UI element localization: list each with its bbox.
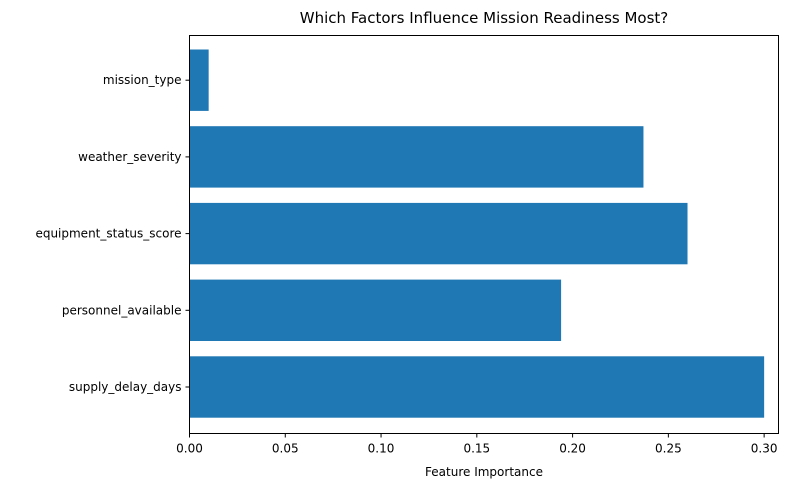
bars-group bbox=[189, 49, 765, 418]
bar-mission-type bbox=[189, 49, 209, 111]
x-tick-label: 0.30 bbox=[751, 442, 778, 456]
bar-supply-delay-days bbox=[189, 356, 765, 418]
y-ticks-group: supply_delay_days personnel_available equi… bbox=[35, 73, 190, 394]
bar-personnel-available bbox=[189, 279, 562, 341]
x-ticks-group: 0.00 0.05 0.10 0.15 0.20 0.25 0.30 bbox=[176, 433, 778, 456]
x-tick-label: 0.20 bbox=[559, 442, 586, 456]
x-tick-label: 0.00 bbox=[176, 442, 203, 456]
y-tick-label: mission_type bbox=[103, 73, 182, 87]
bar-equipment-status-score bbox=[189, 202, 688, 265]
x-tick-label: 0.25 bbox=[655, 442, 682, 456]
chart-title: Which Factors Influence Mission Readines… bbox=[300, 9, 669, 27]
x-tick-label: 0.10 bbox=[368, 442, 395, 456]
x-tick-label: 0.15 bbox=[463, 442, 490, 456]
x-axis-label: Feature Importance bbox=[425, 465, 543, 479]
y-tick-label: personnel_available bbox=[62, 303, 182, 317]
y-tick-label: supply_delay_days bbox=[69, 380, 182, 394]
plot-frame bbox=[189, 35, 779, 434]
x-tick-label: 0.05 bbox=[272, 442, 299, 456]
y-tick-label: weather_severity bbox=[78, 150, 181, 164]
y-tick-label: equipment_status_score bbox=[35, 227, 181, 241]
bar-weather-severity bbox=[189, 126, 644, 188]
